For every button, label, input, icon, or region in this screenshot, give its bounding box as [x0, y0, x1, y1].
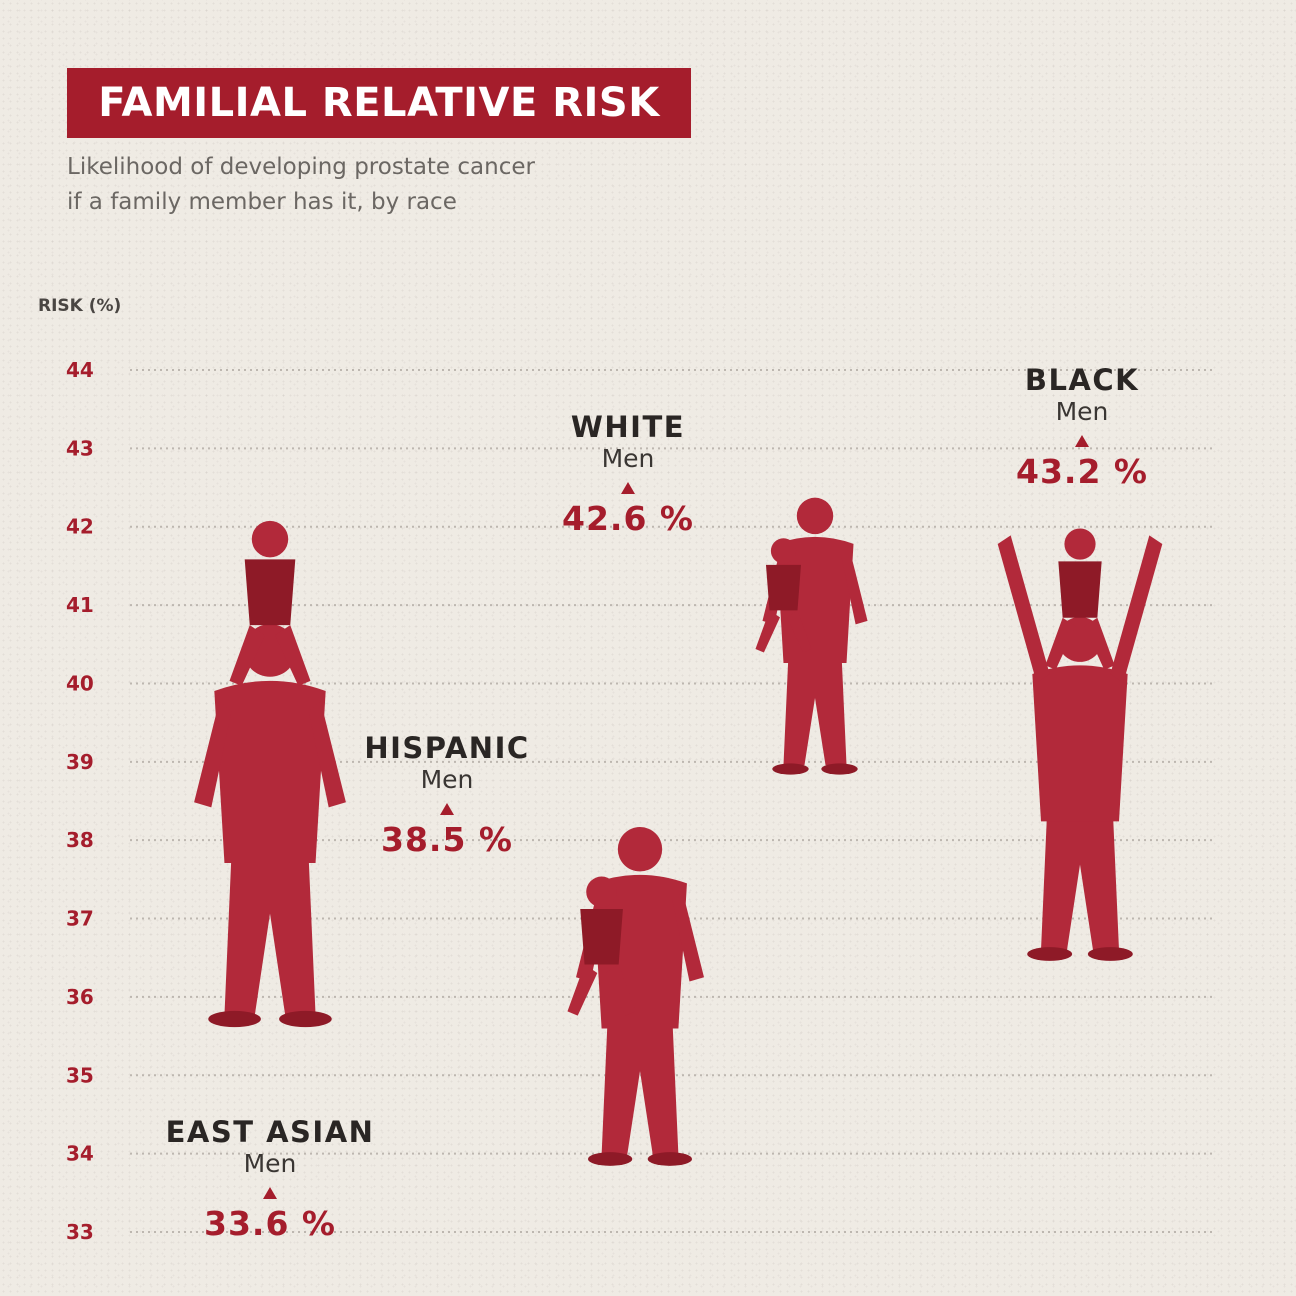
y-tick-labels: 44 43 42 41 40 39 38 37 36 35 34 33: [66, 358, 94, 1244]
figure-0: [194, 520, 346, 1028]
category-subtitle: Men: [1055, 396, 1109, 426]
category-value: 33.6 %: [204, 1203, 336, 1243]
category-name: HISPANIC: [364, 731, 530, 765]
y-tick-label-40: 40: [66, 671, 94, 695]
triangle-up-icon: [1075, 434, 1089, 447]
figure-1: [567, 827, 705, 1166]
category-label-white: WHITE Men 42.6 %: [498, 410, 758, 538]
subtitle-line-1: Likelihood of developing prostate cancer: [67, 154, 535, 180]
title-banner: FAMILIAL RELATIVE RISK: [67, 68, 691, 138]
category-label-black: BLACK Men 43.2 %: [952, 363, 1212, 491]
category-subtitle: Men: [601, 443, 655, 473]
y-tick-label-37: 37: [66, 907, 94, 931]
figure-2: [755, 497, 868, 775]
category-value: 38.5 %: [381, 820, 513, 859]
subtitle-line-2: if a family member has it, by race: [67, 189, 457, 215]
y-tick-label-35: 35: [66, 1063, 94, 1087]
category-subtitle: Men: [420, 765, 474, 794]
figure-3: [997, 528, 1163, 961]
y-tick-label-33: 33: [66, 1220, 94, 1244]
triangle-up-icon: [440, 803, 454, 815]
subtitle: Likelihood of developing prostate cancer…: [67, 150, 667, 220]
category-label-east-asian: EAST ASIAN Men 33.6 %: [140, 1115, 400, 1243]
y-tick-label-38: 38: [66, 828, 94, 852]
y-tick-label-41: 41: [66, 593, 94, 617]
category-name: EAST ASIAN: [165, 1114, 375, 1149]
category-subtitle: Men: [243, 1148, 297, 1178]
y-tick-label-42: 42: [66, 515, 94, 539]
y-tick-label-36: 36: [66, 985, 94, 1009]
triangle-up-icon: [621, 481, 635, 494]
category-value: 43.2 %: [1016, 451, 1148, 491]
y-tick-label-39: 39: [66, 750, 94, 774]
figure-layer: [194, 497, 1163, 1166]
category-value: 42.6 %: [562, 498, 694, 538]
y-tick-label-34: 34: [66, 1142, 94, 1166]
category-name: WHITE: [570, 409, 686, 444]
triangle-up-icon: [263, 1186, 277, 1199]
category-label-hispanic: HISPANIC Men 38.5 %: [317, 731, 577, 859]
page-title: FAMILIAL RELATIVE RISK: [98, 80, 660, 126]
y-tick-label-44: 44: [66, 358, 94, 382]
y-tick-label-43: 43: [66, 436, 94, 460]
category-name: BLACK: [1024, 362, 1140, 397]
y-axis-label: RISK (%): [38, 296, 122, 316]
